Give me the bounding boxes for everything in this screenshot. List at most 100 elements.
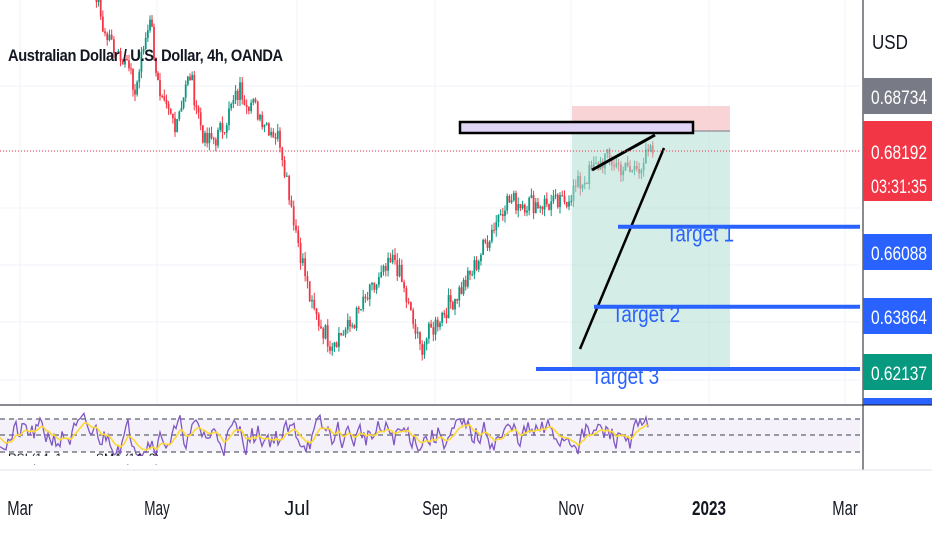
candle-body bbox=[191, 75, 194, 81]
candle-body bbox=[432, 327, 435, 335]
candle-body bbox=[221, 123, 224, 133]
candle-body bbox=[295, 225, 297, 231]
candle-body bbox=[445, 314, 448, 319]
price-label-badge bbox=[863, 354, 932, 390]
candle-body bbox=[412, 309, 415, 325]
candle-body bbox=[151, 19, 153, 27]
candle-body bbox=[157, 72, 159, 81]
candle-body bbox=[568, 201, 570, 207]
candle-body bbox=[530, 195, 533, 198]
candle-body bbox=[297, 230, 300, 244]
candle-body bbox=[241, 82, 244, 100]
candle-body bbox=[313, 299, 316, 309]
candle-body bbox=[360, 309, 362, 311]
candle-body bbox=[247, 106, 250, 112]
candle-body bbox=[176, 119, 179, 133]
candle-body bbox=[228, 108, 230, 126]
candle-body bbox=[161, 96, 164, 98]
candle-body bbox=[475, 260, 478, 270]
candle-body bbox=[265, 123, 268, 126]
candle-body bbox=[477, 261, 480, 270]
time-tick-label: Mar bbox=[7, 498, 33, 520]
candle-body bbox=[517, 204, 520, 211]
candle-body bbox=[153, 26, 155, 58]
candle-body bbox=[425, 338, 428, 345]
candle-body bbox=[259, 114, 261, 120]
candle-body bbox=[223, 132, 226, 134]
candle-body bbox=[236, 90, 239, 101]
candle-body bbox=[99, 0, 102, 17]
candle-body bbox=[301, 258, 304, 264]
candle-body bbox=[436, 319, 439, 328]
candle-body bbox=[394, 254, 396, 261]
chart-title: Australian Dollar / U.S. Dollar, 4h, OAN… bbox=[8, 46, 283, 65]
position-tool bbox=[458, 106, 730, 371]
candle-body bbox=[364, 296, 367, 299]
candle-body bbox=[541, 206, 544, 210]
candles bbox=[95, 0, 654, 361]
candle-body bbox=[299, 243, 302, 264]
candle-body bbox=[443, 312, 446, 315]
candle-body bbox=[254, 99, 257, 102]
candle-body bbox=[110, 34, 113, 40]
candle-body bbox=[515, 193, 517, 211]
candle-body bbox=[550, 201, 553, 210]
candle-body bbox=[534, 202, 537, 214]
candle-body bbox=[419, 332, 421, 344]
candle-body bbox=[521, 204, 524, 209]
candle-body bbox=[197, 107, 200, 113]
candle-body bbox=[239, 82, 241, 101]
candle-body bbox=[186, 76, 189, 85]
candle-body bbox=[337, 332, 340, 347]
candle-body bbox=[322, 328, 325, 339]
currency-label[interactable]: USD bbox=[872, 32, 908, 54]
candle-body bbox=[484, 239, 487, 243]
candle-body bbox=[317, 314, 320, 327]
candle-body bbox=[121, 61, 124, 65]
candle-body bbox=[124, 59, 126, 65]
candle-body bbox=[112, 39, 115, 53]
price-label-value: 0.68734 bbox=[871, 88, 927, 109]
candle-body bbox=[199, 112, 202, 126]
candle-body bbox=[416, 332, 419, 334]
candle-body bbox=[210, 133, 213, 139]
candle-body bbox=[201, 125, 204, 143]
candle-body bbox=[140, 51, 143, 72]
candle-body bbox=[458, 287, 461, 301]
candle-body bbox=[353, 325, 356, 329]
candle-body bbox=[128, 60, 130, 69]
candle-body bbox=[204, 132, 206, 143]
candle-body bbox=[447, 295, 450, 319]
candle-body bbox=[519, 204, 522, 209]
candle-body bbox=[460, 287, 463, 294]
candle-body bbox=[427, 323, 430, 339]
candle-body bbox=[95, 0, 98, 3]
candle-body bbox=[526, 210, 528, 213]
candle-body bbox=[101, 16, 104, 32]
price-label-value: 0.62137 bbox=[871, 364, 927, 385]
candle-body bbox=[510, 200, 513, 203]
price-label-countdown: 03:31:35 bbox=[871, 177, 927, 198]
candle-body bbox=[537, 202, 539, 209]
candle-body bbox=[288, 175, 291, 201]
candle-body bbox=[219, 123, 222, 130]
time-tick-label: Jul bbox=[284, 498, 310, 520]
candle-body bbox=[523, 204, 526, 213]
candle-body bbox=[462, 280, 465, 294]
candle-body bbox=[548, 204, 550, 210]
axis-edge-badge bbox=[863, 398, 932, 405]
candle-body bbox=[182, 97, 185, 109]
candle-body bbox=[565, 201, 568, 207]
candle-body bbox=[136, 81, 139, 95]
price-label-badge bbox=[863, 121, 932, 201]
candle-body bbox=[371, 282, 373, 285]
candle-body bbox=[351, 325, 354, 327]
candle-body bbox=[456, 298, 459, 301]
candle-body bbox=[362, 296, 365, 310]
candle-body bbox=[285, 175, 288, 177]
candle-body bbox=[504, 210, 506, 217]
candle-body bbox=[97, 0, 100, 3]
candle-body bbox=[306, 276, 309, 282]
candle-body bbox=[398, 264, 401, 277]
